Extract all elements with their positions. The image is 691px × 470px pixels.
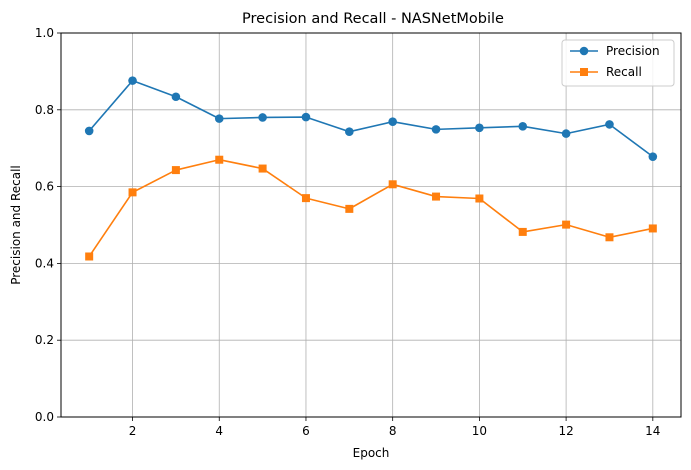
recall-point [432, 192, 441, 201]
precision-point [561, 129, 571, 138]
grid [61, 32, 681, 418]
precision-point [388, 117, 397, 127]
recall-point [562, 220, 571, 229]
y-tick-label: 0.8 [35, 103, 54, 117]
precision-point [648, 152, 658, 161]
precision-point [84, 126, 94, 136]
recall-point [388, 180, 397, 189]
recall-point [648, 224, 657, 233]
x-tick-label: 12 [558, 424, 573, 438]
precision-point [518, 122, 528, 131]
legend-recall-marker [580, 68, 588, 76]
precision-point [431, 125, 441, 134]
precision-point [214, 114, 224, 123]
recall-point [605, 233, 614, 242]
legend-precision-label: Precision [606, 44, 660, 58]
precision-point [171, 92, 181, 102]
y-tick-label: 0.6 [35, 180, 54, 194]
recall-point [258, 164, 267, 173]
recall-point [171, 166, 180, 175]
series-lines [88, 79, 654, 257]
recall-point [345, 204, 354, 213]
precision-point [301, 112, 311, 122]
legend-recall-label: Recall [606, 65, 642, 79]
series-markers [84, 76, 658, 261]
recall-point [215, 155, 224, 164]
x-tick-label: 6 [302, 424, 310, 438]
precision-point [345, 127, 354, 136]
legend: Precision Recall [561, 39, 675, 87]
x-tick-label: 4 [215, 424, 223, 438]
precision-point [258, 113, 267, 122]
y-tick-label: 0.2 [35, 333, 54, 347]
y-tick-label: 0.4 [35, 256, 54, 270]
recall-point [301, 194, 310, 203]
recall-series-line [88, 158, 653, 257]
recall-point [475, 194, 484, 203]
recall-point [518, 227, 527, 236]
precision-point [475, 123, 484, 133]
chart-title: Precision and Recall - NASNetMobile [242, 11, 504, 27]
x-axis-label: Epoch [353, 446, 390, 460]
legend-precision-marker [579, 46, 589, 56]
x-tick-label: 2 [129, 424, 137, 438]
y-tick-label: 1.0 [35, 26, 54, 40]
x-tick-label: 8 [389, 424, 397, 438]
x-tick-label: 10 [472, 424, 487, 438]
recall-point [85, 252, 94, 261]
precision-series-line [88, 79, 654, 158]
ticks: 2 4 6 8 10 12 14 0.0 0.2 0.4 0.6 0.8 1.0 [35, 26, 661, 438]
precision-point [605, 120, 614, 129]
x-tick-label: 14 [645, 424, 660, 438]
precision-point [128, 76, 137, 85]
y-axis-label: Precision and Recall [9, 165, 23, 285]
y-tick-label: 0.0 [35, 410, 54, 424]
recall-point [128, 188, 137, 197]
plot-frame [60, 32, 682, 418]
